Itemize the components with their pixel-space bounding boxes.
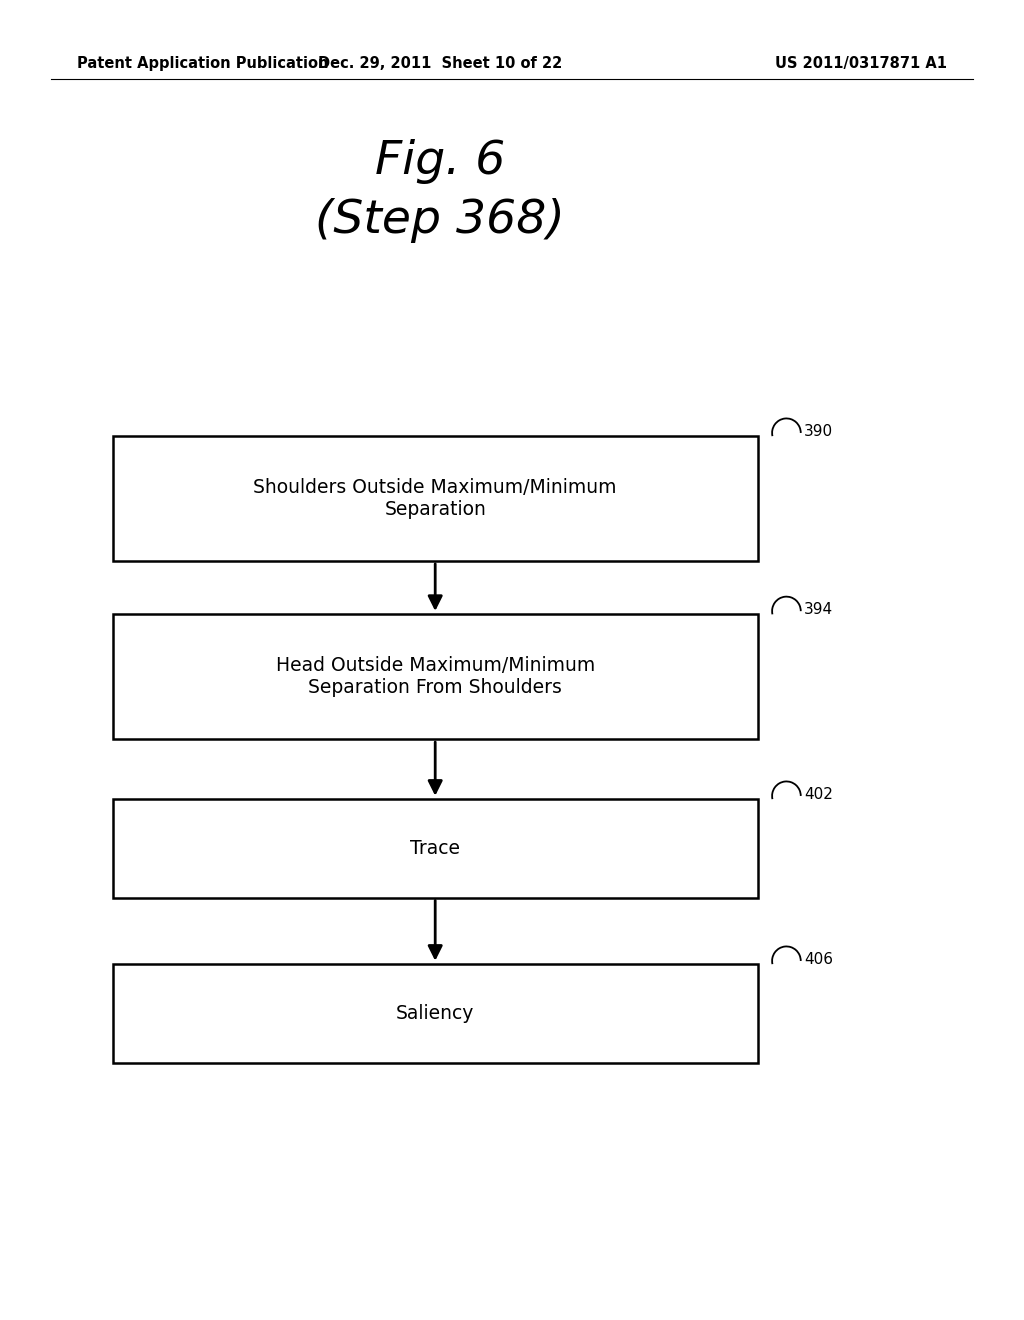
Text: Dec. 29, 2011  Sheet 10 of 22: Dec. 29, 2011 Sheet 10 of 22 [318,55,562,71]
Text: (Step 368): (Step 368) [315,198,565,243]
Text: Saliency: Saliency [396,1003,474,1023]
Text: 390: 390 [804,424,833,440]
Text: Shoulders Outside Maximum/Minimum
Separation: Shoulders Outside Maximum/Minimum Separa… [254,478,616,519]
Text: 394: 394 [804,602,833,618]
Text: Head Outside Maximum/Minimum
Separation From Shoulders: Head Outside Maximum/Minimum Separation … [275,656,595,697]
Text: 402: 402 [804,787,833,803]
Text: US 2011/0317871 A1: US 2011/0317871 A1 [775,55,947,71]
Text: 406: 406 [804,952,833,968]
Text: Patent Application Publication: Patent Application Publication [77,55,329,71]
Text: Fig. 6: Fig. 6 [375,139,506,183]
Text: Trace: Trace [411,838,460,858]
